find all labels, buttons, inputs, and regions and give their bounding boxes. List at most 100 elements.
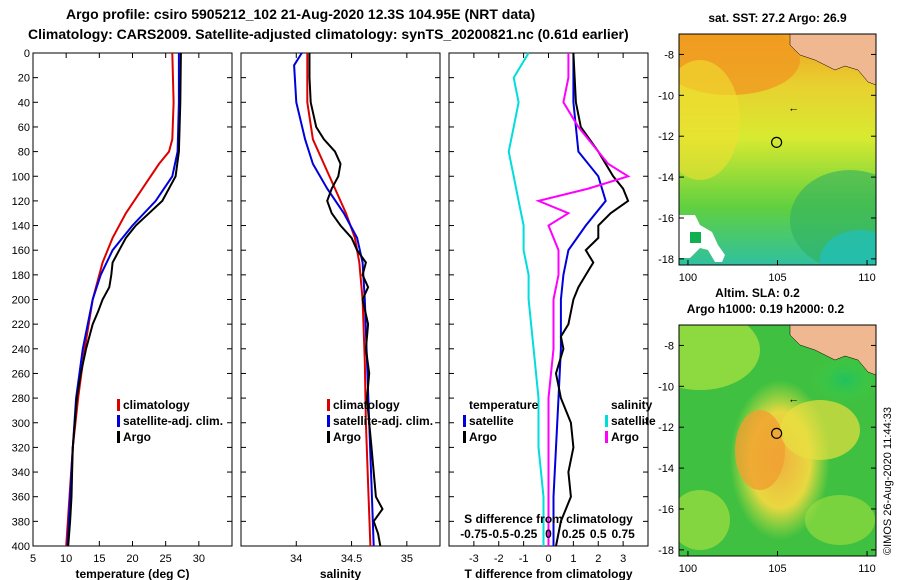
sdiff-tick-label: 0 — [545, 527, 552, 541]
sst-map-lat-label: -10 — [658, 90, 674, 102]
difference-panel-xtick-label: 1 — [570, 553, 576, 565]
sla-map-lat-label: -8 — [664, 340, 674, 352]
sal-argo-line — [308, 53, 384, 547]
salinity-panel-xtick-label: 34.5 — [341, 553, 362, 565]
depth-tick-label: 220 — [12, 319, 30, 331]
depth-tick-label: 340 — [12, 467, 30, 479]
temp-legend-swatch — [117, 415, 120, 427]
sdiff-tick-label: 0.25 — [562, 527, 586, 541]
sst-map-lat-label: -14 — [658, 172, 674, 184]
depth-tick-label: 20 — [18, 73, 30, 85]
temp-legend-label: satellite-adj. clim. — [123, 414, 223, 428]
sdiff-axis-label: S difference from climatology — [464, 512, 633, 526]
sdiff-legend-swatch — [605, 431, 608, 443]
difference-panel-xtick-label: -1 — [519, 553, 529, 565]
figure-title-line2: Climatology: CARS2009. Satellite-adjuste… — [28, 26, 629, 42]
sdiff-legend-label: salinity — [611, 398, 653, 412]
depth-tick-label: 60 — [18, 122, 30, 134]
depth-tick-label: 140 — [12, 221, 30, 233]
tdiff-legend-swatch — [463, 415, 466, 427]
sla-map-float-marker — [771, 427, 783, 439]
depth-tick-label: 180 — [12, 270, 30, 282]
sst-map-lon-label: 100 — [679, 272, 697, 284]
depth-tick-label: 280 — [12, 393, 30, 405]
difference-panel-xtick-label: -2 — [494, 553, 504, 565]
sla-map-arrow-icon: ← — [788, 394, 799, 406]
sst-map-lat-label: -12 — [658, 131, 674, 143]
depth-tick-label: 120 — [12, 196, 30, 208]
temp-legend-swatch — [117, 431, 120, 443]
sst-map-title: sat. SST: 27.2 Argo: 26.9 — [708, 11, 847, 25]
temp-legend-swatch — [117, 399, 120, 411]
sdiff-legend-label: satellite — [611, 414, 656, 428]
tdiff-satellite-line — [552, 53, 607, 546]
sla-map-lon-label: 105 — [768, 563, 786, 575]
sst-map-lon-label: 105 — [768, 272, 786, 284]
sla-map-title1: Altim. SLA: 0.2 — [715, 286, 800, 300]
sdiff-tick-label: -0.25 — [510, 527, 538, 541]
sla-map-lon-label: 110 — [858, 563, 876, 575]
sla-map-lon-label: 100 — [679, 563, 697, 575]
sdiff-legend-label: Argo — [611, 430, 639, 444]
sla-map-lat-label: -12 — [658, 422, 674, 434]
temperature-panel-xtick-label: 5 — [30, 553, 36, 565]
salinity-panel-frame — [240, 52, 441, 547]
depth-tick-label: 80 — [18, 147, 30, 159]
sla-map-field — [679, 325, 876, 556]
temperature-panel-xtick-label: 15 — [93, 553, 105, 565]
salinity-panel-xtick-label: 34 — [290, 553, 302, 565]
tdiff-legend-label: Argo — [469, 430, 497, 444]
salinity-panel-xlabel: salinity — [320, 567, 362, 580]
sst-map-arrow-icon: ← — [788, 103, 799, 115]
temp-climatology-line — [65, 52, 175, 547]
difference-panel-xlabel: T difference from climatology — [464, 567, 632, 580]
sdiff-tick-label: 0.75 — [611, 527, 635, 541]
salinity-panel-xtick-label: 35 — [401, 553, 413, 565]
depth-tick-label: 200 — [12, 295, 30, 307]
depth-tick-label: 240 — [12, 344, 30, 356]
depth-tick-label: 400 — [12, 541, 30, 553]
temp-argo-line — [67, 52, 182, 547]
depth-tick-label: 360 — [12, 492, 30, 504]
figure-title-line1: Argo profile: csiro 5905212_102 21-Aug-2… — [66, 6, 536, 22]
temperature-panel-frame — [32, 52, 233, 547]
sla-map-lat-label: -10 — [658, 381, 674, 393]
temp-satellite-line — [66, 53, 180, 547]
sdiff-tick-label: -0.5 — [488, 527, 509, 541]
sst-map-lat-label: -8 — [664, 49, 674, 61]
sla-map-lat-label: -18 — [658, 545, 674, 557]
depth-tick-label: 0 — [24, 48, 30, 60]
depth-tick-label: 160 — [12, 245, 30, 257]
difference-panel-xtick-label: 3 — [620, 553, 626, 565]
temperature-panel-xtick-label: 10 — [60, 553, 72, 565]
difference-panel-xtick-label: 0 — [545, 553, 551, 565]
sdiff-argo-line — [535, 53, 631, 546]
sla-map-lat-label: -16 — [658, 504, 674, 516]
sdiff-tick-label: 0.5 — [590, 527, 607, 541]
temp-legend-label: climatology — [123, 398, 190, 412]
sla-map-title2: Argo h1000: 0.19 h2000: 0.2 — [687, 302, 845, 316]
sal-legend-label: satellite-adj. clim. — [333, 414, 433, 428]
sal-legend-swatch — [327, 399, 330, 411]
sdiff-tick-label: -0.75 — [460, 527, 488, 541]
sdiff-legend-swatch — [605, 415, 608, 427]
tdiff-legend-label: satellite — [469, 414, 514, 428]
depth-tick-label: 300 — [12, 418, 30, 430]
sst-map-lat-label: -16 — [658, 213, 674, 225]
sla-map-lat-label: -14 — [658, 463, 674, 475]
sal-climatology-line — [306, 53, 372, 547]
difference-panel-xtick-label: -3 — [469, 553, 479, 565]
difference-panel-xtick-label: 2 — [595, 553, 601, 565]
sst-map-lat-label: -18 — [658, 254, 674, 266]
temperature-panel-xtick-label: 20 — [126, 553, 138, 565]
depth-tick-label: 260 — [12, 368, 30, 380]
sst-map-float-marker — [771, 136, 783, 148]
depth-tick-label: 40 — [18, 97, 30, 109]
sal-legend-label: Argo — [333, 430, 361, 444]
depth-tick-label: 100 — [12, 171, 30, 183]
sal-legend-swatch — [327, 415, 330, 427]
depth-tick-label: 320 — [12, 442, 30, 454]
tdiff-legend-label: temperature — [469, 398, 539, 412]
temperature-panel-xtick-label: 25 — [160, 553, 172, 565]
